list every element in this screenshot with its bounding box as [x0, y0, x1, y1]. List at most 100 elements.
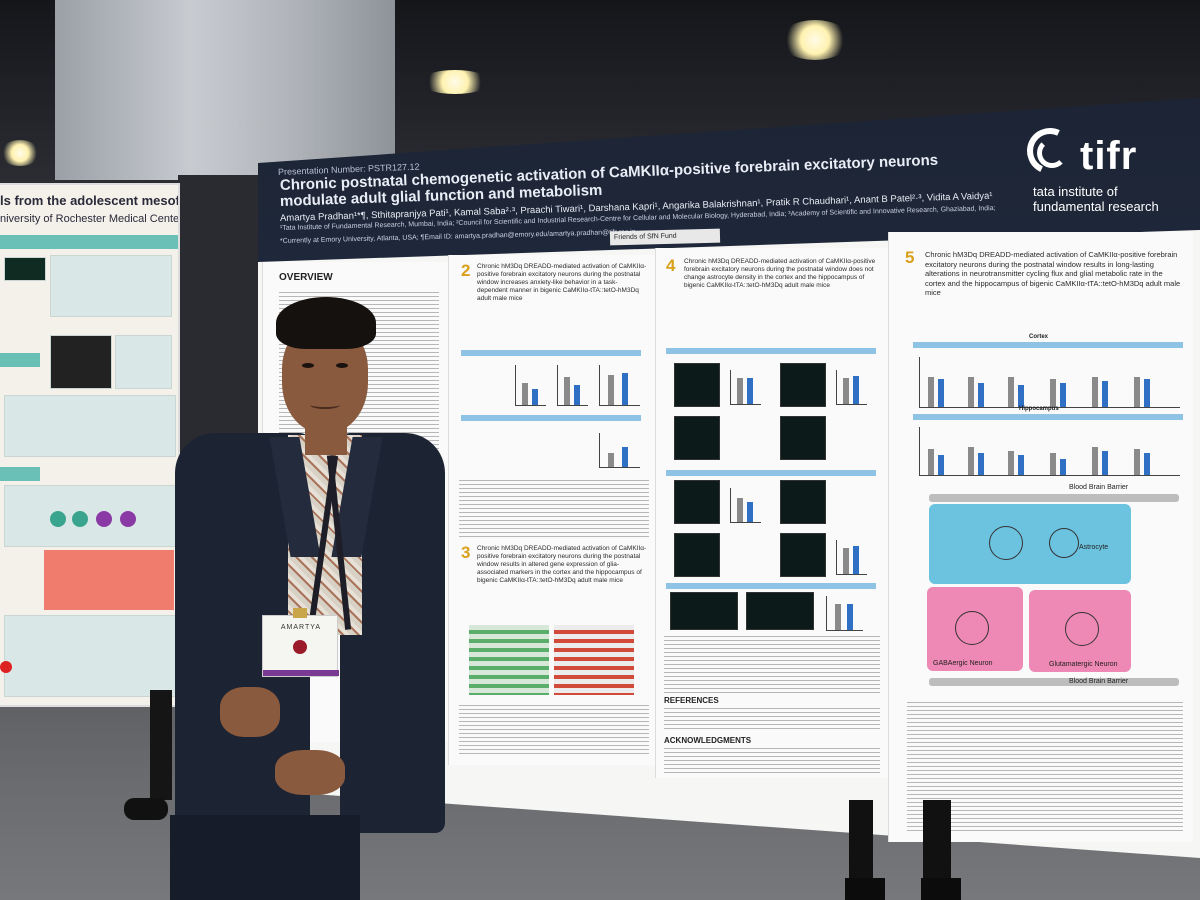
trousers — [170, 815, 360, 900]
left-poster-figure — [4, 395, 176, 457]
hand — [275, 750, 345, 795]
bar-chart — [836, 540, 867, 575]
bar — [928, 449, 934, 475]
bar-chart — [730, 370, 761, 405]
bar — [1060, 383, 1066, 407]
microscopy-image — [674, 363, 720, 407]
astrocyte-label: Astrocyte — [1079, 544, 1109, 551]
badge-name: AMARTYA — [280, 624, 322, 631]
metabolic-bar-chart — [919, 427, 1180, 476]
bar — [1018, 455, 1024, 475]
section-divider — [913, 414, 1183, 420]
microscopy-image — [780, 533, 826, 577]
references-title: REFERENCES — [664, 696, 719, 705]
bar — [1008, 451, 1014, 475]
bar — [968, 447, 974, 475]
section-3-heading: Chronic hM3Dq DREADD-mediated activation… — [477, 545, 647, 584]
microscopy-image — [674, 416, 720, 460]
section-4-number: 4 — [666, 256, 676, 275]
badge-stripe — [263, 670, 339, 676]
bar — [1008, 377, 1014, 407]
tifr-wordmark: tifr — [1080, 134, 1138, 178]
section-4-panel: 4 Chronic hM3Dq DREADD-mediated activati… — [655, 248, 888, 778]
left-poster: ls from the adolescent mesofrontal niver… — [0, 185, 178, 705]
heatmap-table — [469, 625, 549, 695]
bar — [608, 453, 614, 467]
bar — [938, 455, 944, 475]
bar-chart — [836, 370, 867, 405]
bar — [968, 377, 974, 407]
bar-chart — [557, 365, 588, 406]
bar — [737, 378, 743, 404]
bar — [938, 379, 944, 407]
section-divider — [913, 342, 1183, 348]
pie-chart — [96, 511, 112, 527]
references-text — [664, 708, 880, 730]
bar — [1144, 379, 1150, 407]
bar — [1134, 449, 1140, 475]
tca-cycle-icon — [955, 611, 989, 645]
pie-chart — [50, 511, 66, 527]
shoe — [921, 878, 961, 900]
bar — [1050, 453, 1056, 475]
bbb-bottom-label: Blood Brain Barrier — [1069, 678, 1129, 685]
section-5-heading: Chronic hM3Dq DREADD-mediated activation… — [925, 250, 1181, 297]
ceiling-light — [780, 20, 850, 60]
acknowledgments-text — [664, 748, 880, 774]
section-divider — [461, 415, 641, 421]
figure-legend-text — [459, 480, 649, 540]
bar — [1092, 447, 1098, 475]
bar — [1102, 381, 1108, 407]
figure-legend-text — [459, 705, 649, 755]
leg — [849, 800, 873, 880]
left-poster-subtitle: niversity of Rochester Medical Center — [0, 213, 178, 225]
microscopy-image — [746, 592, 814, 630]
left-poster-figure — [115, 335, 172, 389]
ceiling-light — [0, 140, 40, 166]
badge-logo-icon — [293, 640, 307, 654]
microscopy-image — [780, 363, 826, 407]
left-poster-figure — [4, 485, 176, 547]
bar — [747, 378, 753, 404]
glu-neuron-label: Glutamatergic Neuron — [1049, 661, 1118, 668]
section-divider — [666, 348, 876, 354]
bar — [978, 453, 984, 475]
left-poster-band — [0, 235, 178, 249]
overview-title: OVERVIEW — [279, 272, 333, 283]
microscopy-image — [780, 480, 826, 524]
tifr-logo: tifr tata institute of fundamental resea… — [1020, 121, 1175, 218]
bar — [564, 377, 570, 405]
left-poster-band — [0, 467, 40, 481]
gabaergic-neuron-compartment — [927, 587, 1023, 671]
shoe — [845, 878, 885, 900]
bar — [1018, 385, 1024, 407]
bar — [843, 548, 849, 574]
pie-chart — [120, 511, 136, 527]
bar — [978, 383, 984, 407]
hippocampus-label: Hippocampus — [1019, 406, 1059, 412]
tifr-name-line2: fundamental research — [1033, 199, 1159, 214]
section-divider — [666, 470, 876, 476]
leg — [150, 690, 172, 800]
tca-cycle-icon — [1049, 528, 1079, 558]
poster-fund-tag: Friends of SfN Fund — [609, 228, 721, 246]
tifr-swirl-icon — [1037, 138, 1067, 168]
bar — [1050, 379, 1056, 407]
bar — [853, 546, 859, 574]
figure-legend-text — [907, 702, 1183, 832]
bar-chart — [599, 365, 640, 406]
bar — [847, 604, 853, 630]
bar-chart — [599, 433, 640, 468]
section-3-number: 3 — [461, 543, 471, 562]
hair — [276, 297, 376, 349]
ceiling-light — [420, 70, 490, 94]
bbb-top-label: Blood Brain Barrier — [1069, 484, 1129, 491]
section-2-number: 2 — [461, 261, 471, 280]
bar — [1060, 459, 1066, 475]
metabolic-bar-chart — [919, 357, 1180, 408]
bar — [853, 376, 859, 404]
leg — [923, 800, 951, 880]
microscopy-image — [674, 533, 720, 577]
figure-legend-text — [664, 636, 880, 696]
